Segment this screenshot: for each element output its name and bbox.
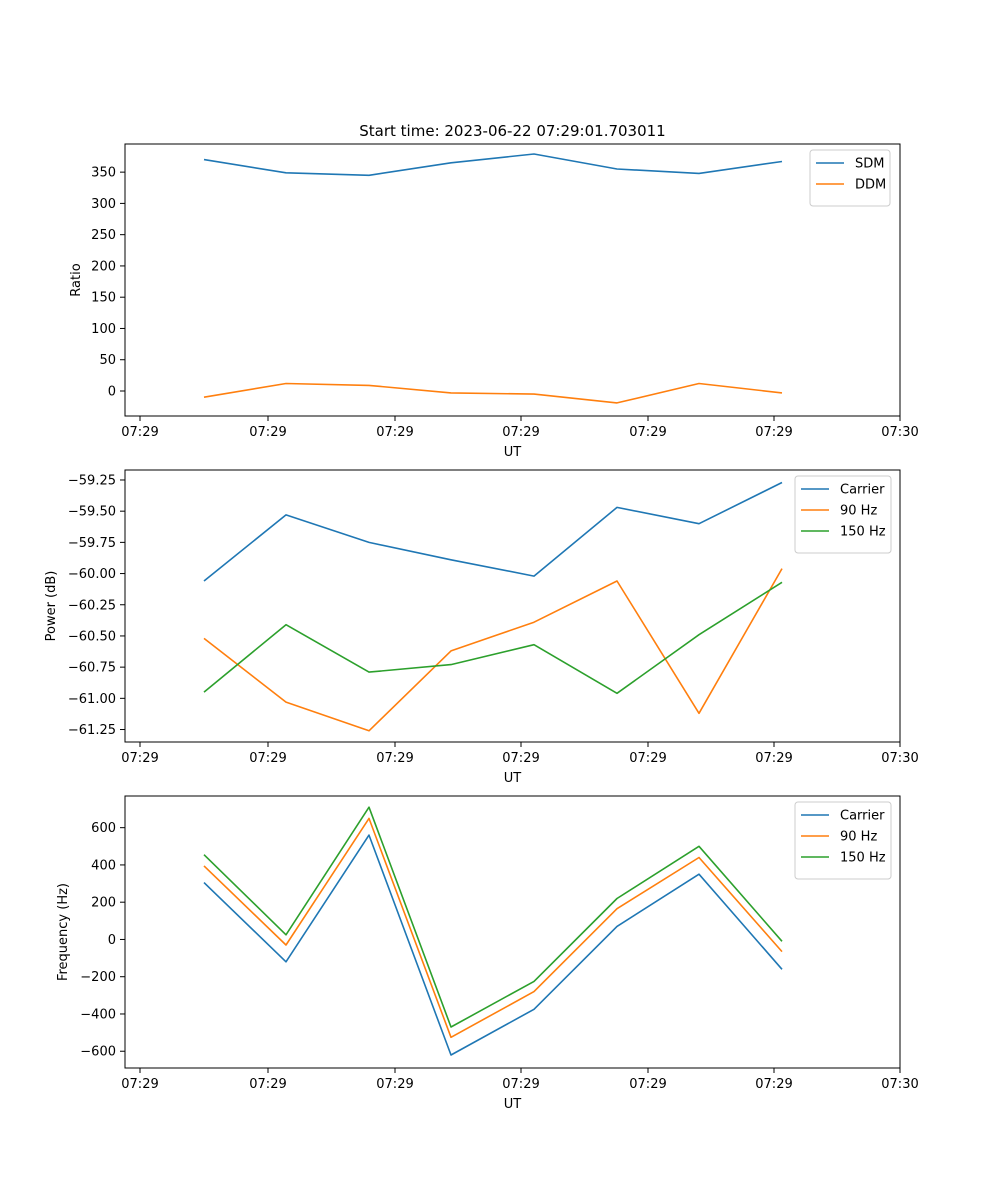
y-tick-label: −60.75: [68, 661, 116, 676]
y-tick-label: 600: [91, 821, 116, 836]
x-tick-label: 07:30: [881, 751, 918, 766]
plot-frame-3: [124, 795, 901, 1069]
legend-label: 150 Hz: [840, 525, 886, 540]
x-tick-label: 07:29: [502, 751, 539, 766]
legend-label: SDM: [855, 157, 884, 172]
y-tick-label: 150: [91, 291, 116, 306]
x-tick-label: 07:29: [629, 751, 666, 766]
chart-title: Start time: 2023-06-22 07:29:01.703011: [359, 122, 665, 140]
y-tick-label: 50: [99, 353, 116, 368]
x-tick-label: 07:30: [881, 425, 918, 440]
y-axis-label: Frequency (Hz): [56, 883, 71, 981]
x-tick-label: 07:29: [629, 1077, 666, 1092]
legend-label: 90 Hz: [840, 830, 877, 845]
series-line-90-hz: [203, 817, 783, 1039]
y-tick-label: −60.25: [68, 598, 116, 613]
y-tick-label: −59.75: [68, 536, 116, 551]
series-line-ddm: [203, 382, 783, 404]
y-tick-label: 250: [91, 228, 116, 243]
y-axis-label: Power (dB): [44, 571, 59, 642]
y-tick-label: −61.00: [68, 692, 116, 707]
x-tick-label: 07:29: [755, 425, 792, 440]
x-axis-label: UT: [504, 445, 522, 460]
series-line-150-hz: [203, 581, 783, 695]
legend-box: [794, 475, 892, 554]
x-tick-label: 07:29: [755, 1077, 792, 1092]
plot-frame-1: [124, 143, 901, 417]
x-axis-label: UT: [504, 771, 522, 786]
x-tick-label: 07:29: [755, 751, 792, 766]
y-tick-label: 200: [91, 259, 116, 274]
y-tick-label: 100: [91, 322, 116, 337]
x-tick-label: 07:29: [121, 1077, 158, 1092]
x-tick-label: 07:29: [502, 1077, 539, 1092]
legend-label: DDM: [855, 178, 886, 193]
series-line-carrier: [203, 834, 783, 1056]
y-tick-label: −60.50: [68, 629, 116, 644]
y-tick-label: 400: [91, 858, 116, 873]
legend-label: Carrier: [840, 809, 885, 824]
plot-frame-2: [124, 469, 901, 743]
y-tick-label: −59.50: [68, 505, 116, 520]
x-tick-label: 07:29: [249, 751, 286, 766]
legend-label: Carrier: [840, 483, 885, 498]
x-tick-label: 07:29: [376, 751, 413, 766]
series-line-sdm: [203, 153, 783, 177]
y-tick-label: 350: [91, 166, 116, 181]
legend-label: 150 Hz: [840, 851, 886, 866]
y-tick-label: −61.25: [68, 723, 116, 738]
x-tick-label: 07:29: [249, 1077, 286, 1092]
legend-box: [794, 801, 892, 880]
y-axis-label: Ratio: [69, 263, 84, 296]
y-tick-label: 0: [108, 933, 116, 948]
series-line-90-hz: [203, 568, 783, 732]
x-tick-label: 07:29: [376, 425, 413, 440]
legend-box: [809, 149, 891, 207]
x-tick-label: 07:29: [249, 425, 286, 440]
x-axis-label: UT: [504, 1097, 522, 1112]
x-tick-label: 07:29: [502, 425, 539, 440]
x-tick-label: 07:29: [121, 425, 158, 440]
y-tick-label: 300: [91, 197, 116, 212]
y-tick-label: 200: [91, 896, 116, 911]
series-line-carrier: [203, 481, 783, 582]
x-tick-label: 07:29: [376, 1077, 413, 1092]
x-tick-label: 07:29: [629, 425, 666, 440]
x-tick-label: 07:29: [121, 751, 158, 766]
y-tick-label: 0: [108, 384, 116, 399]
y-tick-label: −200: [80, 970, 116, 985]
x-tick-label: 07:30: [881, 1077, 918, 1092]
y-tick-label: −60.00: [68, 567, 116, 582]
y-tick-label: −59.25: [68, 473, 116, 488]
y-tick-label: −600: [80, 1045, 116, 1060]
y-tick-label: −400: [80, 1007, 116, 1022]
series-line-150-hz: [203, 806, 783, 1028]
legend-label: 90 Hz: [840, 504, 877, 519]
